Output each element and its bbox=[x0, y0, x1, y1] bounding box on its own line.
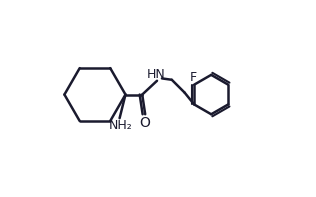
Text: F: F bbox=[190, 71, 197, 84]
Text: O: O bbox=[140, 115, 150, 130]
Text: NH₂: NH₂ bbox=[109, 119, 132, 132]
Text: HN: HN bbox=[147, 68, 165, 81]
